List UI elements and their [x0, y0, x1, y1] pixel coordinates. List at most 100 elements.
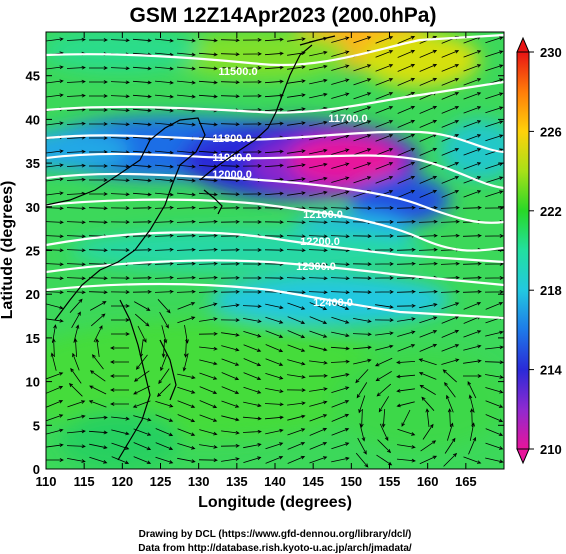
wind-arrow: [397, 428, 416, 436]
wind-arrow: [66, 37, 86, 42]
wind-arrow: [221, 358, 240, 366]
wind-arrow: [418, 261, 438, 266]
wind-arrow: [265, 428, 284, 435]
wind-arrow: [331, 428, 350, 436]
wind-arrow: [331, 331, 350, 338]
wind-arrow: [397, 161, 416, 170]
wind-arrow: [463, 344, 482, 351]
wind-arrow: [160, 353, 168, 372]
y-tick-label: 15: [26, 331, 40, 346]
wind-arrow: [66, 248, 86, 253]
wind-arrow: [89, 38, 108, 42]
contour-line: [46, 198, 504, 252]
wind-arrow: [198, 80, 218, 85]
contour-line: [46, 80, 504, 114]
wind-arrow: [264, 79, 284, 84]
wind-arrow: [176, 52, 196, 57]
wind-arrow: [89, 66, 108, 70]
wind-arrow: [46, 248, 64, 253]
wind-arrow: [441, 50, 460, 58]
colorbar-tick-label: 218: [540, 283, 562, 298]
wind-arrow: [421, 396, 435, 411]
colorbar: 210 214 218 222 226 230: [516, 36, 562, 465]
wind-arrow: [221, 400, 240, 408]
wind-arrow: [176, 38, 196, 43]
wind-arrow: [73, 324, 80, 343]
wind-arrow: [375, 162, 394, 170]
wind-arrow: [286, 276, 306, 281]
wind-arrow: [154, 80, 174, 85]
wind-arrow: [377, 439, 392, 454]
wind-arrow: [132, 66, 152, 71]
wind-arrow: [353, 78, 372, 86]
wind-arrow: [485, 36, 504, 44]
wind-arrow: [132, 164, 152, 169]
wind-arrow: [46, 206, 64, 211]
wind-arrow: [264, 163, 284, 168]
x-tick-label: 165: [455, 474, 477, 489]
wind-arrow: [89, 94, 108, 98]
wind-arrow: [46, 37, 64, 42]
wind-arrow: [66, 234, 86, 239]
wind-arrow: [446, 394, 454, 413]
wind-arrow: [89, 122, 108, 126]
wind-arrow: [154, 38, 174, 43]
wind-arrow: [374, 357, 393, 367]
wind-arrow: [137, 325, 147, 343]
wind-arrow: [419, 189, 438, 198]
wind-arrow: [154, 233, 174, 238]
wind-arrow: [376, 383, 392, 397]
y-tick-label: 20: [26, 287, 40, 302]
wind-arrow: [308, 290, 328, 295]
wind-arrow: [374, 276, 394, 280]
wind-arrow: [265, 330, 284, 338]
wind-arrow: [243, 318, 262, 323]
contour-label: 12400.0: [313, 297, 353, 309]
y-axis: 0 5 10 15 20 25 30 35 40 45: [26, 69, 504, 477]
wind-arrow: [309, 330, 328, 338]
wind-arrow: [287, 163, 306, 168]
wind-arrow: [331, 190, 350, 197]
wind-arrow: [243, 443, 262, 449]
wind-arrow: [110, 192, 130, 197]
wind-arrow: [66, 79, 86, 84]
height-contours: 11500.0 11700.0 11800.0 11900.0 12000.0 12100…: [46, 33, 504, 320]
x-tick-label: 130: [188, 474, 210, 489]
wind-arrow: [419, 330, 438, 338]
wind-arrow: [441, 344, 460, 352]
wind-arrow: [287, 121, 306, 126]
y-tick-label: 5: [33, 418, 40, 433]
wind-arrow: [220, 164, 240, 169]
wind-arrow: [375, 64, 394, 72]
wind-arrow: [110, 206, 130, 210]
wind-arrow: [375, 344, 394, 351]
contour-line: [46, 130, 504, 154]
wind-arrow: [110, 178, 130, 183]
wind-arrow: [469, 422, 475, 441]
wind-arrow: [396, 219, 416, 224]
wind-arrow: [46, 163, 64, 168]
credit-drawing: Drawing by DCL (https://www.gfd-dennou.o…: [139, 529, 412, 540]
wind-arrow: [287, 428, 306, 436]
wind-arrow: [198, 150, 218, 155]
wind-arrow: [46, 290, 64, 295]
wind-arrow: [264, 220, 284, 225]
wind-arrow: [93, 325, 103, 343]
wind-arrow: [397, 49, 416, 58]
contour-line: [46, 172, 504, 224]
wind-arrow: [198, 275, 218, 280]
wind-arrow: [309, 190, 328, 197]
wind-arrow: [46, 372, 64, 380]
wind-arrow: [264, 93, 284, 98]
wind-arrow: [198, 122, 218, 127]
wind-arrow: [264, 149, 284, 154]
wind-arrow: [484, 290, 504, 294]
colorbar-ticks: 210 214 218 222 226 230: [529, 45, 562, 457]
wind-arrow: [264, 121, 284, 126]
wind-arrow: [331, 120, 350, 127]
wind-arrow: [154, 150, 174, 155]
contour-label: 12200.0: [300, 236, 340, 248]
wind-arrow: [199, 400, 218, 409]
wind-arrow: [66, 121, 86, 126]
wind-arrow: [90, 313, 106, 327]
